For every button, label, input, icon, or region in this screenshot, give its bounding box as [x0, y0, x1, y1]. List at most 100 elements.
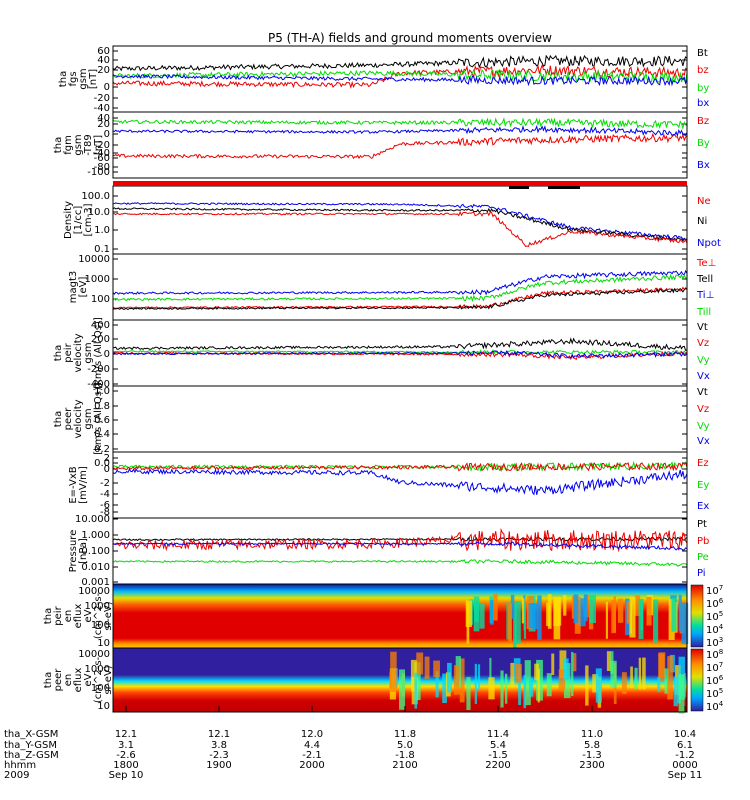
- ytick-label: -6: [100, 500, 110, 511]
- ytick-label: 10.000: [75, 514, 110, 525]
- ytick-label: -200: [87, 364, 110, 375]
- legend-peer: Vz: [697, 404, 709, 415]
- ylabel-line: peer: [53, 668, 64, 692]
- legend-efield: Ey: [697, 480, 709, 491]
- ylabel-line: tha: [53, 345, 64, 361]
- ylabel-line: tha: [53, 137, 64, 153]
- ylabel-line: velocity: [73, 333, 84, 372]
- colorbar-tick-label: 105: [706, 687, 723, 700]
- spectrogram-patch: [681, 602, 689, 645]
- legend-peir: Vt: [697, 322, 708, 333]
- ylabel-efield: E=-VxB[mV/m]: [68, 466, 89, 504]
- colorbar-tick-label: 103: [706, 636, 723, 649]
- ytick-label: 0.4: [94, 429, 110, 440]
- ytick-label: -2: [100, 478, 110, 489]
- ylabel-line: tha: [43, 672, 54, 688]
- legend-efield: Ex: [697, 501, 709, 512]
- ylabel-line: en: [63, 610, 74, 623]
- spectrogram-patch: [479, 603, 485, 629]
- spectrogram-patch: [678, 674, 685, 714]
- ylabel-line: Density: [63, 201, 74, 239]
- ylabel-line: [nPa]: [78, 538, 89, 564]
- ylabel-peer_en: thapeerenefluxeV(cm^2-s-sr-eV): [43, 656, 114, 703]
- ephemeris-value: -1.3: [582, 750, 602, 761]
- ylabel-line: eV: [83, 609, 94, 622]
- spectrogram-patch: [629, 596, 636, 638]
- ephemeris-value: 10.4: [674, 729, 696, 740]
- ephemeris-value: -1.5: [488, 750, 508, 761]
- panel-frame: [112, 385, 688, 453]
- ephemeris-value: 3.8: [211, 740, 227, 751]
- spectrogram-patch: [474, 663, 477, 704]
- ytick-label: 0.001: [81, 577, 110, 588]
- spectrogram-patch: [551, 653, 555, 675]
- xtick-label: 0000: [672, 760, 697, 771]
- spectrogram-patch: [571, 596, 575, 619]
- ylabel-line: gsm: [83, 342, 94, 363]
- spectrogram-patch: [671, 598, 677, 632]
- ytick-label: -40: [94, 103, 110, 114]
- ytick-label: 1.0: [94, 225, 110, 236]
- series-fgs-black: [112, 54, 688, 72]
- spectrogram-patch: [514, 601, 521, 644]
- ytick-label: -40: [94, 148, 110, 159]
- spectrogram-patch: [634, 595, 641, 616]
- ylabel-line: gsm: [78, 68, 89, 89]
- ytick-label: -400: [87, 379, 110, 390]
- colorbar: [690, 584, 704, 648]
- ephemeris-value: 5.8: [584, 740, 600, 751]
- legend-fgm: Bz: [697, 116, 709, 127]
- spectrogram-patch: [585, 665, 589, 706]
- year-label: 2009: [4, 770, 29, 781]
- spectrogram-patch: [465, 600, 472, 627]
- spectrogram-patch: [489, 657, 492, 684]
- spectrogram-patch: [610, 660, 617, 688]
- ytick-label: 40: [97, 55, 110, 66]
- spectrogram-patch: [528, 677, 534, 697]
- spectrogram-patch: [563, 594, 567, 616]
- spectrogram-patch: [459, 658, 465, 703]
- spectrogram-patch: [572, 653, 577, 672]
- ytick-label: 40: [97, 113, 110, 124]
- ytick-label: 0.100: [81, 546, 110, 557]
- spectrogram-patch: [626, 601, 630, 624]
- spectrogram-patch: [424, 656, 430, 679]
- spectrogram-patch: [667, 656, 673, 700]
- series-fgm-red: [112, 132, 688, 160]
- panels-layer: thafgsgsm[nT]6040200-20-40Btbzbybxthafgm…: [43, 45, 724, 714]
- spectrogram-patch: [399, 669, 406, 710]
- ytick-label: 1000: [85, 274, 110, 285]
- legend-fgs: by: [697, 83, 709, 94]
- date-end-label: Sep 11: [668, 770, 703, 781]
- series-efield-blue: [112, 468, 688, 496]
- ylabel-line: peir: [63, 342, 74, 362]
- legend-density: Ni: [697, 216, 707, 227]
- colorbar: [690, 648, 704, 712]
- panel-frame: [112, 111, 688, 179]
- spectrogram-patch: [611, 599, 616, 634]
- spectrogram-patch: [642, 657, 646, 690]
- series-density-red: [112, 210, 688, 248]
- series-fgm-blue: [112, 124, 688, 138]
- ylabel-line: [cm-3]: [83, 203, 94, 236]
- legend-density: Npot: [697, 238, 721, 249]
- spectrogram-patch: [537, 668, 540, 703]
- ytick-label: 1.0: [94, 386, 110, 397]
- spectrogram-patch: [638, 657, 642, 690]
- spectrogram-patch: [584, 594, 588, 622]
- series-magt3-black: [112, 287, 688, 311]
- spectrogram-patch: [500, 670, 504, 708]
- spectrogram-patch: [563, 658, 569, 680]
- spectrogram-patch: [634, 667, 638, 689]
- panel-frame: [112, 253, 688, 321]
- spectrogram-patch: [571, 651, 574, 697]
- legend-magt3: Ti⊥: [696, 290, 714, 301]
- ytick-label: 0: [104, 464, 110, 475]
- ytick-label: 0: [104, 349, 110, 360]
- ylabel-peer: thapeervelocitygsm[km/s (All Qs)]: [53, 383, 104, 455]
- spectrogram-patch: [523, 603, 527, 639]
- legend-magt3: Till: [696, 307, 711, 318]
- panel-frame: [112, 451, 688, 519]
- spectrogram-patch: [488, 677, 495, 700]
